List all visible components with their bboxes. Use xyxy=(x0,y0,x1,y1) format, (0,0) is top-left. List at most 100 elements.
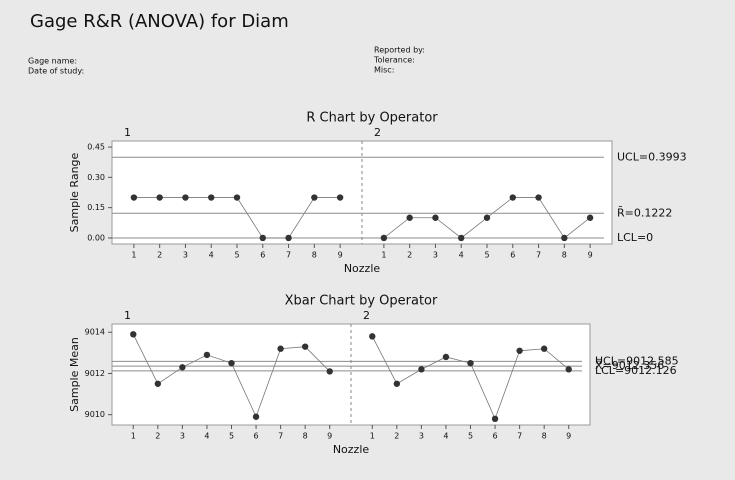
x-tick-label: 9 xyxy=(327,432,332,441)
reference-label: UCL=0.3993 xyxy=(617,150,687,163)
x-tick-label: 1 xyxy=(370,432,375,441)
data-point xyxy=(467,359,474,367)
x-tick-label: 3 xyxy=(180,432,185,441)
data-point xyxy=(179,364,186,371)
y-tick-label: 0.15 xyxy=(87,203,105,212)
y-tick-label: 9010 xyxy=(85,410,105,419)
data-point xyxy=(130,194,138,201)
x-tick-label: 1 xyxy=(381,251,386,260)
y-axis-label: Sample Mean xyxy=(68,337,81,412)
x-tick-label: 2 xyxy=(157,251,162,260)
x-tick-label: 9 xyxy=(588,251,593,260)
x-tick-label: 4 xyxy=(209,251,214,260)
x-tick-label: 1 xyxy=(131,251,136,260)
x-tick-label: 6 xyxy=(254,432,259,441)
data-point xyxy=(208,194,215,201)
data-point xyxy=(516,347,523,354)
x-tick-label: 5 xyxy=(484,251,489,260)
y-axis-label: Sample Range xyxy=(68,152,81,232)
data-point xyxy=(491,415,499,423)
panel-label: 2 xyxy=(374,126,381,139)
data-point xyxy=(565,366,572,373)
data-point xyxy=(233,194,241,201)
y-tick-label: 0.45 xyxy=(87,143,105,152)
reference-label: LCL=9012.126 xyxy=(595,364,677,377)
data-point xyxy=(509,194,516,201)
report-title: Gage R&R (ANOVA) for Diam xyxy=(30,11,289,32)
x-tick-label: 5 xyxy=(234,251,239,260)
data-point xyxy=(336,194,344,201)
y-tick-label: 9014 xyxy=(85,328,105,337)
data-point xyxy=(442,353,450,361)
data-point xyxy=(259,234,266,242)
data-point xyxy=(228,359,235,367)
data-point xyxy=(203,351,211,359)
data-point xyxy=(301,343,309,350)
x-tick-label: 7 xyxy=(286,251,291,260)
x-tick-label: 4 xyxy=(459,251,464,260)
data-point xyxy=(154,380,162,387)
data-point xyxy=(130,331,137,338)
y-tick-label: 0.00 xyxy=(87,233,105,242)
data-point xyxy=(380,234,388,242)
tolerance: Tolerance: xyxy=(373,56,415,65)
data-point xyxy=(311,194,318,201)
x-tick-label: 4 xyxy=(443,432,448,441)
data-point xyxy=(182,194,189,201)
reference-label: X̿=9012.356 xyxy=(595,358,664,372)
date-of-study: Date of study: xyxy=(28,67,84,76)
x-tick-label: 6 xyxy=(260,251,265,260)
x-tick-label: 1 xyxy=(131,432,136,441)
data-point xyxy=(418,366,425,373)
x-tick-label: 7 xyxy=(278,432,283,441)
data-point xyxy=(535,194,542,201)
x-tick-label: 8 xyxy=(312,251,317,260)
reference-label: UCL=9012.585 xyxy=(595,354,679,367)
data-point xyxy=(277,345,284,352)
x-tick-label: 5 xyxy=(229,432,234,441)
data-point xyxy=(393,380,401,387)
x-tick-label: 8 xyxy=(303,432,308,441)
x-tick-label: 3 xyxy=(183,251,188,260)
x-tick-label: 5 xyxy=(468,432,473,441)
x-tick-label: 3 xyxy=(419,432,424,441)
chart-title: Xbar Chart by Operator xyxy=(285,294,438,309)
data-point xyxy=(561,234,568,242)
x-tick-label: 9 xyxy=(566,432,571,441)
data-point xyxy=(369,333,376,340)
data-point xyxy=(326,368,333,375)
chart-title: R Chart by Operator xyxy=(306,111,438,126)
reported-by: Reported by: xyxy=(374,46,425,55)
x-tick-label: 7 xyxy=(517,432,522,441)
x-tick-label: 2 xyxy=(407,251,412,260)
gage-name: Gage name: xyxy=(28,57,77,66)
data-point xyxy=(458,234,465,242)
panel-label: 1 xyxy=(124,309,131,322)
x-tick-label: 8 xyxy=(562,251,567,260)
x-tick-label: 6 xyxy=(510,251,515,260)
data-point xyxy=(540,345,548,352)
data-point xyxy=(406,214,413,221)
data-point xyxy=(483,214,491,221)
data-point xyxy=(156,194,163,201)
x-axis-label: Nozzle xyxy=(344,262,381,275)
x-tick-label: 3 xyxy=(433,251,438,260)
x-tick-label: 7 xyxy=(536,251,541,260)
panel-label: 1 xyxy=(124,126,131,139)
reference-label: LCL=0 xyxy=(617,231,653,244)
data-point xyxy=(432,214,439,221)
x-tick-label: 4 xyxy=(204,432,209,441)
x-tick-label: 6 xyxy=(493,432,498,441)
x-tick-label: 2 xyxy=(155,432,160,441)
data-point xyxy=(285,234,292,242)
reference-label: R̄=0.1222 xyxy=(617,206,672,219)
data-point xyxy=(586,214,594,221)
data-point xyxy=(252,413,260,420)
x-tick-label: 2 xyxy=(394,432,399,441)
x-axis-label: Nozzle xyxy=(333,443,370,456)
plot-area xyxy=(111,140,613,245)
panel-label: 2 xyxy=(363,309,370,322)
x-tick-label: 9 xyxy=(338,251,343,260)
x-tick-label: 8 xyxy=(542,432,547,441)
